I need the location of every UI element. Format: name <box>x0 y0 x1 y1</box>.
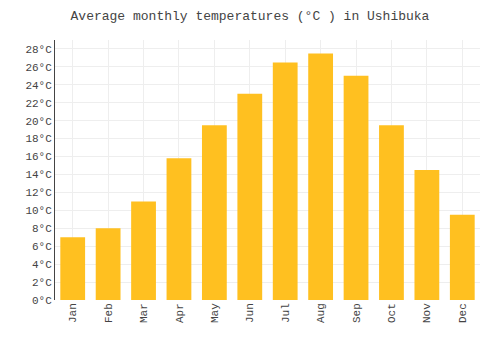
svg-text:4°C: 4°C <box>32 259 52 271</box>
svg-text:Jul: Jul <box>280 303 292 323</box>
svg-text:2°C: 2°C <box>32 277 52 289</box>
svg-text:12°C: 12°C <box>25 187 52 199</box>
svg-text:Dec: Dec <box>457 303 469 323</box>
svg-text:18°C: 18°C <box>25 133 52 145</box>
svg-text:28°C: 28°C <box>25 44 52 56</box>
svg-text:8°C: 8°C <box>32 223 52 235</box>
svg-text:22°C: 22°C <box>25 98 52 110</box>
svg-text:Aug: Aug <box>315 303 327 323</box>
svg-text:Apr: Apr <box>174 303 186 323</box>
svg-text:Nov: Nov <box>421 303 433 323</box>
svg-text:24°C: 24°C <box>25 80 52 92</box>
svg-text:6°C: 6°C <box>32 241 52 253</box>
svg-text:16°C: 16°C <box>25 151 52 163</box>
svg-text:10°C: 10°C <box>25 205 52 217</box>
svg-text:20°C: 20°C <box>25 116 52 128</box>
svg-text:Sep: Sep <box>351 303 363 323</box>
svg-text:Jun: Jun <box>244 303 256 323</box>
svg-text:14°C: 14°C <box>25 169 52 181</box>
svg-text:Jan: Jan <box>67 303 79 323</box>
svg-text:Average monthly temperatures (: Average monthly temperatures (°C ) in Us… <box>71 9 430 24</box>
svg-text:Oct: Oct <box>386 303 398 323</box>
svg-text:Feb: Feb <box>103 303 115 323</box>
svg-text:26°C: 26°C <box>25 62 52 74</box>
svg-text:May: May <box>209 303 221 323</box>
svg-text:Mar: Mar <box>138 303 150 323</box>
svg-text:0°C: 0°C <box>32 295 52 307</box>
